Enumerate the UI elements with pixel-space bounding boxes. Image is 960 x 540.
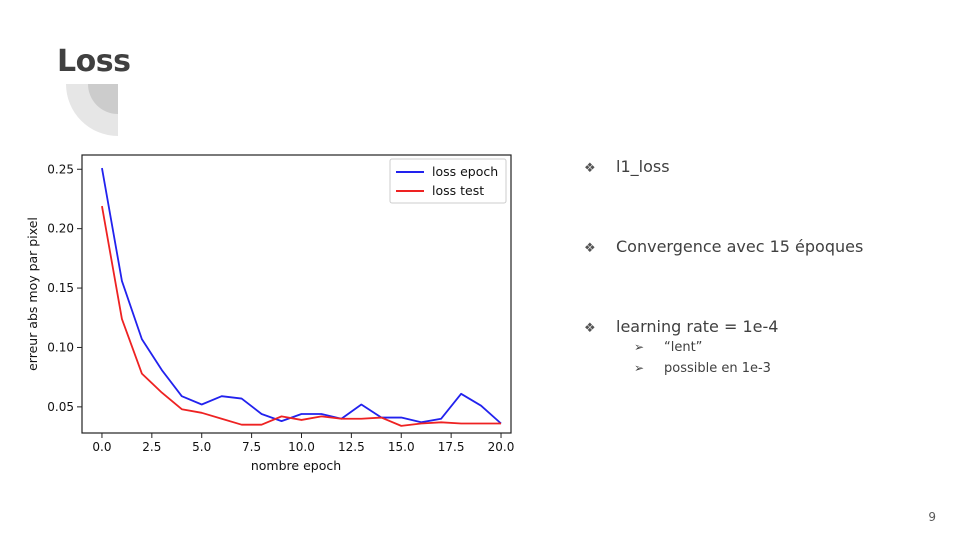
- bullet-item: ❖ Convergence avec 15 époques: [584, 237, 863, 256]
- x-tick-label: 7.5: [242, 440, 261, 454]
- legend: loss epoch loss test: [389, 158, 507, 204]
- y-tick-label: 0.20: [47, 222, 74, 236]
- x-tick-label: 5.0: [192, 440, 211, 454]
- y-tick-label: 0.25: [47, 162, 74, 176]
- x-tick-label: 0.0: [92, 440, 111, 454]
- page-number: 9: [928, 510, 936, 524]
- y-tick-label: 0.05: [47, 400, 74, 414]
- x-tick-label: 17.5: [438, 440, 465, 454]
- legend-label: loss epoch: [432, 164, 498, 179]
- sub-bullet-item: ➢ possible en 1e-3: [634, 361, 771, 376]
- series-line-loss-test: [101, 205, 502, 427]
- loss-chart: 0.05 0.10 0.15 0.20 0.25 0.0 2.5 5.0 7.5 10.0 12.…: [25, 154, 515, 473]
- sub-bullet-text: “lent”: [664, 340, 703, 355]
- bullet-text: learning rate = 1e-4: [616, 317, 779, 336]
- x-tick-label: 10.0: [288, 440, 315, 454]
- diamond-bullet-icon: ❖: [584, 161, 596, 176]
- legend-label: loss test: [432, 183, 484, 198]
- series-line-loss-epoch: [101, 167, 502, 425]
- slide-title: Loss: [57, 44, 131, 79]
- bullet-text: l1_loss: [616, 157, 670, 176]
- sub-bullet-text: possible en 1e-3: [664, 361, 771, 376]
- x-axis-label: nombre epoch: [251, 458, 341, 473]
- diamond-bullet-icon: ❖: [584, 321, 596, 336]
- y-tick-label: 0.15: [47, 281, 74, 295]
- decorative-arc-icon: [66, 84, 118, 136]
- x-tick-label: 12.5: [338, 440, 365, 454]
- bullet-item: ❖ l1_loss: [584, 157, 670, 176]
- y-axis-label: erreur abs moy par pixel: [25, 217, 40, 371]
- arrow-bullet-icon: ➢: [634, 361, 645, 375]
- y-tick-label: 0.10: [47, 340, 74, 354]
- x-tick-label: 15.0: [388, 440, 415, 454]
- sub-bullet-item: ➢ “lent”: [634, 340, 702, 355]
- bullet-item: ❖ learning rate = 1e-4: [584, 317, 778, 336]
- arrow-bullet-icon: ➢: [634, 340, 645, 354]
- x-tick-label: 20.0: [488, 440, 515, 454]
- diamond-bullet-icon: ❖: [584, 241, 596, 256]
- bullet-text: Convergence avec 15 époques: [616, 237, 864, 256]
- x-tick-label: 2.5: [142, 440, 161, 454]
